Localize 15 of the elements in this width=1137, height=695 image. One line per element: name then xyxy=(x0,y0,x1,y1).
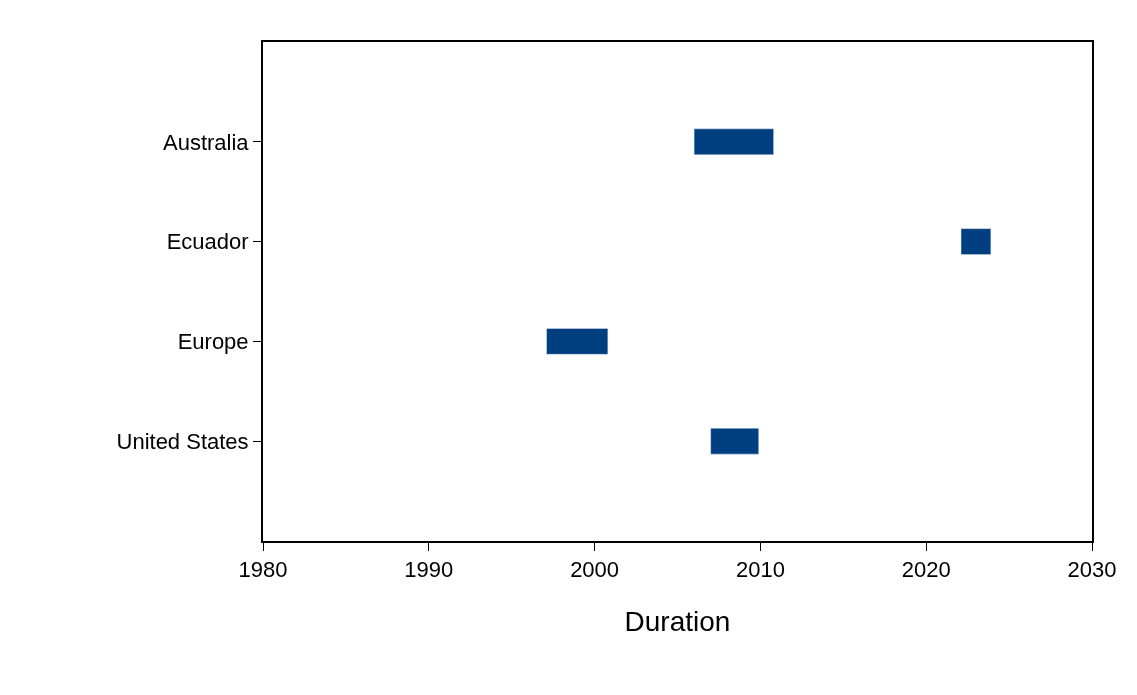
y-tick-label: United States xyxy=(116,428,249,454)
y-tick-label: Australia xyxy=(163,129,250,155)
x-tick-label: 1990 xyxy=(404,557,454,583)
bar xyxy=(710,427,759,455)
x-tick-label: 2030 xyxy=(1067,557,1117,583)
bar xyxy=(693,128,774,156)
x-tick-label: 2020 xyxy=(901,557,951,583)
x-axis-title: Duration xyxy=(624,606,731,637)
bar xyxy=(960,228,992,255)
x-tick-label: 1980 xyxy=(238,557,288,583)
y-tick-label: Ecuador xyxy=(166,229,249,255)
bar xyxy=(546,328,609,355)
x-tick-label: 2010 xyxy=(735,557,785,583)
y-tick-label: Europe xyxy=(177,329,249,355)
x-tick-label: 2000 xyxy=(570,557,620,583)
